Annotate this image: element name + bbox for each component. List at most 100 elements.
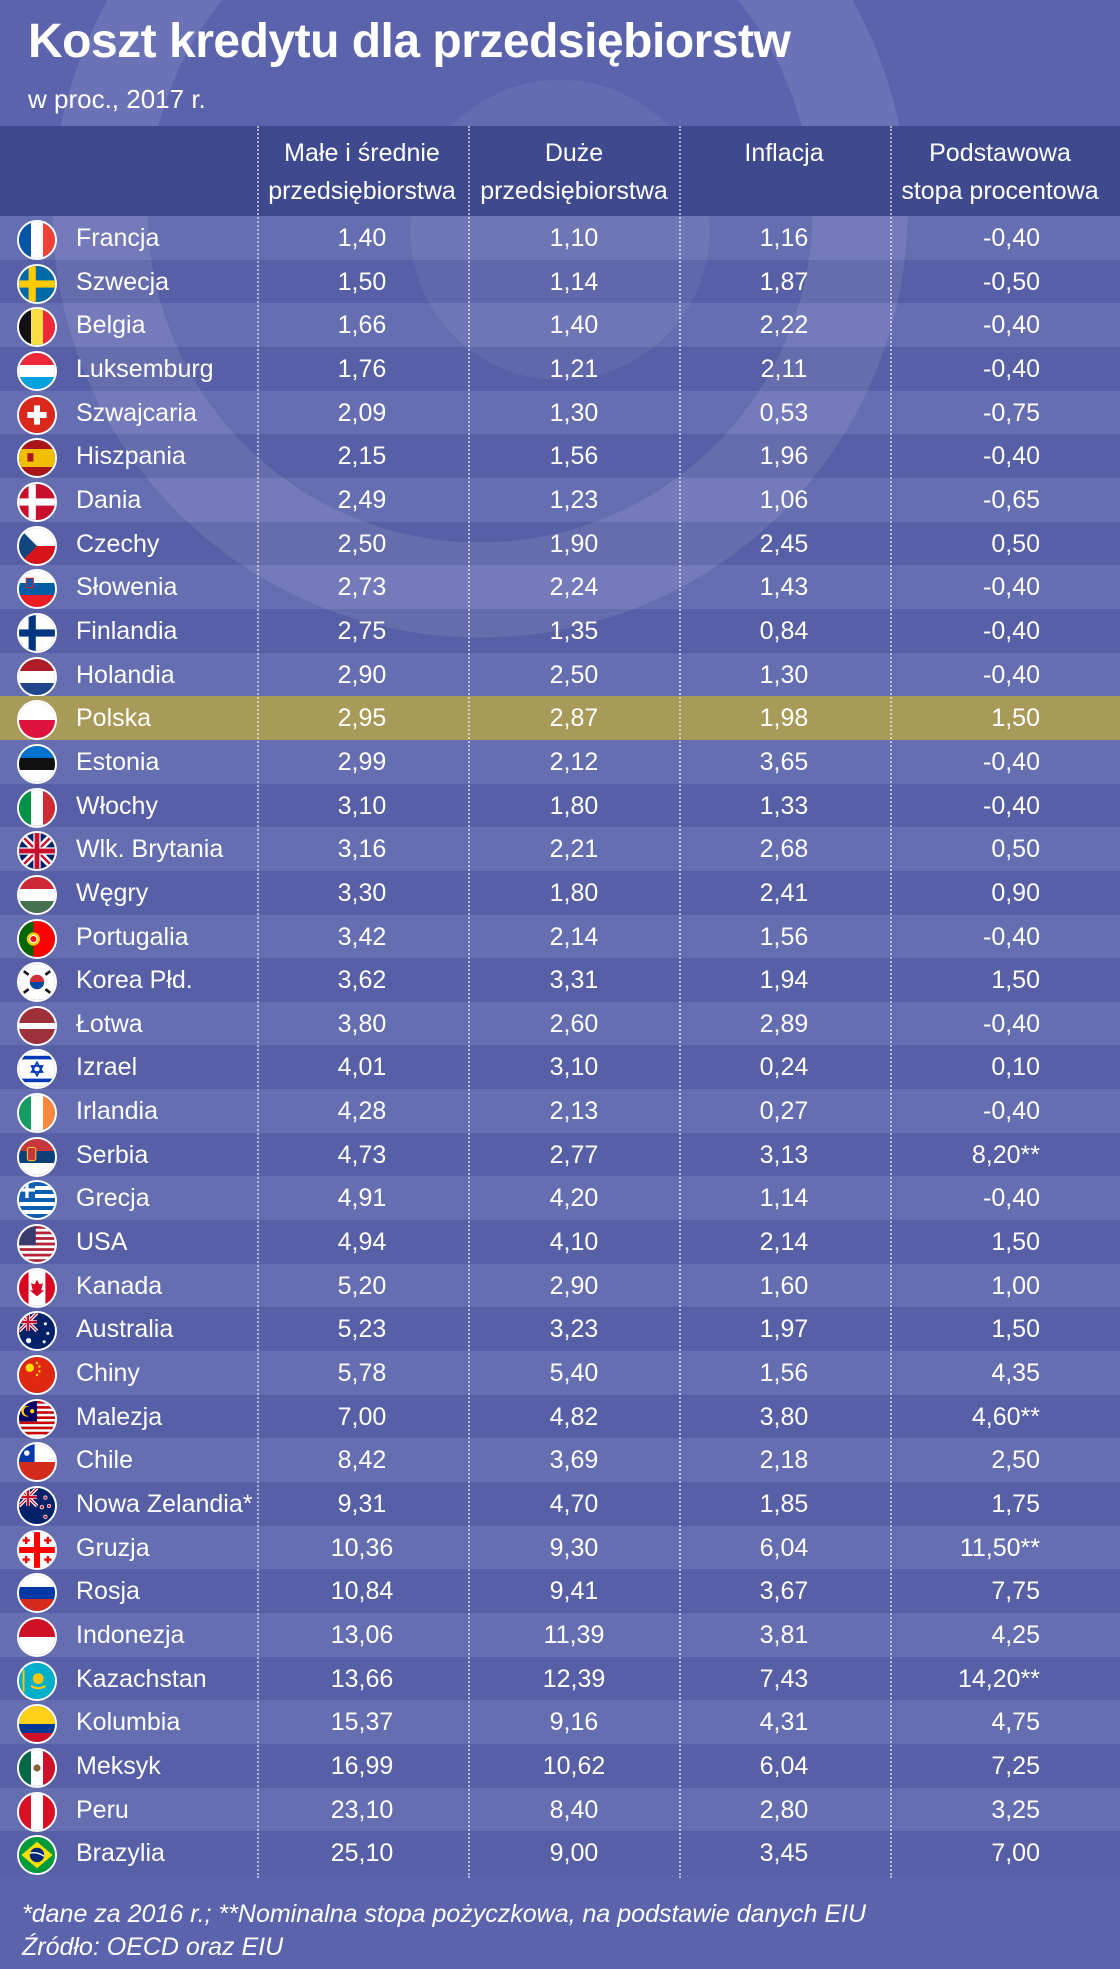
- kazakhstan-flag-icon: [17, 1660, 57, 1701]
- country-name: Australia: [76, 1315, 174, 1344]
- inflation-cell: 1,56: [759, 922, 809, 951]
- country-name: Węgry: [76, 878, 149, 907]
- inflation-cell: 1,98: [759, 704, 809, 733]
- base-rate-cell: -0,40: [983, 791, 1040, 820]
- country-name: Włochy: [76, 791, 158, 820]
- inflation-cell: 0,27: [759, 1097, 809, 1126]
- country-name: Polska: [76, 704, 152, 733]
- sme-rate-cell: 4,01: [337, 1053, 387, 1082]
- table-row: Meksyk 16,99 10,62 6,04 7,25: [0, 1743, 1120, 1788]
- large-rate-cell: 2,50: [549, 660, 599, 689]
- table-row: Hiszpania 2,15 1,56 1,96 -0,40: [0, 434, 1120, 479]
- portugal-flag-icon: [17, 918, 57, 959]
- large-rate-cell: 3,69: [549, 1446, 599, 1475]
- inflation-cell: 2,14: [759, 1228, 809, 1257]
- large-rate-cell: 2,60: [549, 1009, 599, 1038]
- large-rate-cell: 1,10: [549, 224, 599, 252]
- canada-flag-icon: [17, 1267, 57, 1308]
- sme-rate-cell: 10,36: [330, 1533, 394, 1562]
- sme-rate-cell: 4,94: [337, 1228, 387, 1257]
- sme-rate-cell: 4,91: [337, 1184, 387, 1213]
- large-rate-cell: 1,56: [549, 442, 599, 471]
- country-name: Indonezja: [76, 1621, 185, 1649]
- large-rate-cell: 2,21: [549, 835, 599, 864]
- base-rate-cell: 1,50: [991, 704, 1040, 733]
- large-rate-cell: 9,00: [549, 1839, 599, 1868]
- country-name: Hiszpania: [76, 442, 186, 471]
- table-row: Włochy 3,10 1,80 1,33 -0,40: [0, 783, 1120, 828]
- table-row: Izrael 4,01 3,10 0,24 0,10: [0, 1045, 1120, 1090]
- inflation-cell: 3,80: [759, 1402, 809, 1431]
- table-row: Kolumbia 15,37 9,16 4,31 4,75: [0, 1700, 1120, 1745]
- large-rate-cell: 4,20: [549, 1184, 599, 1213]
- header-sme-line1: Małe i średnie: [284, 139, 440, 167]
- table-row: Polska 2,95 2,87 1,98 1,50: [0, 696, 1120, 741]
- country-name: Łotwa: [76, 1009, 143, 1038]
- sme-rate-cell: 2,90: [337, 660, 387, 689]
- denmark-flag-icon: [17, 481, 57, 522]
- large-rate-cell: 2,90: [549, 1271, 599, 1300]
- inflation-cell: 3,45: [759, 1839, 809, 1868]
- table-row: Szwajcaria 2,09 1,30 0,53 -0,75: [0, 390, 1120, 435]
- country-name: Finlandia: [76, 616, 178, 645]
- country-name: Luksemburg: [76, 354, 214, 383]
- inflation-cell: 2,18: [759, 1446, 809, 1475]
- large-rate-cell: 1,23: [549, 485, 599, 514]
- inflation-cell: 3,67: [759, 1577, 809, 1606]
- country-name: Chile: [76, 1446, 133, 1475]
- inflation-cell: 4,31: [759, 1708, 809, 1737]
- table-row: Estonia 2,99 2,12 3,65 -0,40: [0, 739, 1120, 784]
- large-rate-cell: 1,14: [549, 267, 599, 296]
- large-rate-cell: 2,12: [549, 747, 599, 776]
- colombia-flag-icon: [17, 1704, 57, 1745]
- sme-rate-cell: 5,20: [337, 1271, 387, 1300]
- country-name: Izrael: [76, 1053, 138, 1082]
- inflation-cell: 0,24: [759, 1053, 809, 1082]
- base-rate-cell: 4,25: [991, 1621, 1040, 1649]
- inflation-cell: 1,14: [759, 1184, 809, 1213]
- finland-flag-icon: [17, 612, 57, 653]
- estonia-flag-icon: [17, 743, 57, 784]
- table-row: Peru 23,10 8,40 2,80 3,25: [0, 1787, 1120, 1832]
- sme-rate-cell: 5,78: [337, 1359, 387, 1388]
- base-rate-cell: -0,40: [983, 354, 1040, 383]
- country-name: Rosja: [76, 1577, 140, 1606]
- sme-rate-cell: 2,49: [337, 485, 387, 514]
- ireland-flag-icon: [17, 1093, 57, 1134]
- sme-rate-cell: 2,50: [337, 529, 387, 558]
- inflation-cell: 1,94: [759, 966, 809, 995]
- country-name: Serbia: [76, 1140, 149, 1169]
- country-name: Dania: [76, 485, 142, 514]
- inflation-cell: 2,89: [759, 1009, 809, 1038]
- country-name: Kolumbia: [76, 1708, 181, 1737]
- table-row: Łotwa 3,80 2,60 2,89 -0,40: [0, 1001, 1120, 1046]
- inflation-cell: 0,53: [759, 398, 809, 427]
- latvia-flag-icon: [17, 1005, 57, 1046]
- header-large-line2: przedsiębiorstwa: [480, 177, 668, 205]
- sme-rate-cell: 2,73: [337, 573, 387, 602]
- large-rate-cell: 2,87: [549, 704, 599, 733]
- large-rate-cell: 3,31: [549, 966, 599, 995]
- sme-rate-cell: 4,73: [337, 1140, 387, 1169]
- france-flag-icon: [17, 220, 57, 260]
- base-rate-cell: 11,50**: [959, 1533, 1040, 1562]
- sme-rate-cell: 7,00: [337, 1402, 387, 1431]
- slovenia-flag-icon: [17, 569, 57, 610]
- country-name: Estonia: [76, 747, 160, 776]
- inflation-cell: 1,97: [759, 1315, 809, 1344]
- table-row: Irlandia 4,28 2,13 0,27 -0,40: [0, 1089, 1120, 1134]
- large-rate-cell: 2,77: [549, 1140, 599, 1169]
- large-rate-cell: 2,14: [549, 922, 599, 951]
- inflation-cell: 6,04: [759, 1533, 809, 1562]
- data-table: Małe i średnie przedsiębiorstwa Duże prz…: [0, 126, 1120, 1876]
- base-rate-cell: -0,40: [983, 616, 1040, 645]
- sme-rate-cell: 1,66: [337, 311, 387, 340]
- base-rate-cell: 2,50: [991, 1446, 1040, 1475]
- country-name: Francja: [76, 224, 160, 252]
- large-rate-cell: 4,10: [549, 1228, 599, 1257]
- inflation-cell: 1,85: [759, 1490, 809, 1519]
- header-large: Duże przedsiębiorstwa: [474, 134, 674, 214]
- table-row: Francja 1,40 1,10 1,16 -0,40: [0, 216, 1120, 260]
- base-rate-cell: 3,25: [991, 1795, 1040, 1824]
- country-name: Wlk. Brytania: [76, 835, 224, 864]
